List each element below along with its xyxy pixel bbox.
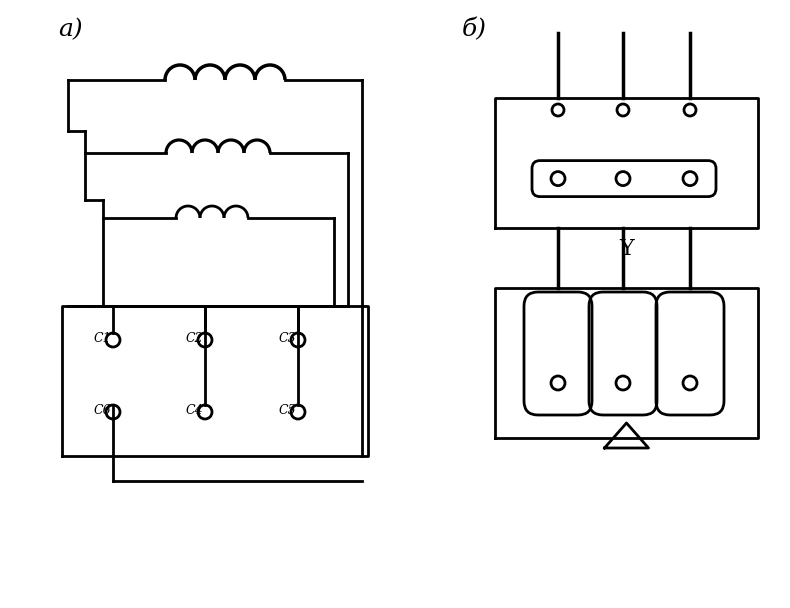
Text: C4: C4 <box>186 404 204 418</box>
Text: б): б) <box>462 18 487 41</box>
Text: C1: C1 <box>94 333 111 345</box>
Text: Y: Y <box>619 238 634 260</box>
Text: C5: C5 <box>279 404 296 418</box>
Text: C2: C2 <box>186 333 204 345</box>
Text: C3: C3 <box>279 333 296 345</box>
Text: a): a) <box>58 18 83 41</box>
Text: C6: C6 <box>94 404 111 418</box>
